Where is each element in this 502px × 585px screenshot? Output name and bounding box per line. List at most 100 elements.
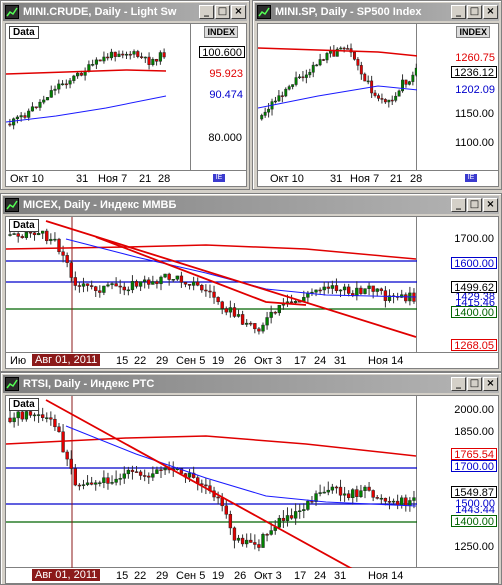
candle	[76, 72, 80, 77]
close-button[interactable]: ×	[483, 5, 498, 19]
candle	[401, 79, 404, 92]
maximize-button[interactable]: □	[467, 198, 482, 212]
chart-window-micex[interactable]: MICEX, Daily - Индекс ММВБ _ □ × Data 17…	[0, 193, 502, 372]
candle	[318, 492, 322, 494]
settings-icon[interactable]: IE	[212, 173, 226, 183]
x-tick: 22	[134, 355, 147, 367]
window-titlebar[interactable]: MICEX, Daily - Индекс ММВБ _ □ ×	[3, 196, 499, 214]
candle	[32, 232, 37, 236]
window-titlebar[interactable]: MINI.SP, Daily - SP500 Index _ □ ×	[255, 3, 499, 21]
candle	[318, 289, 322, 292]
chart-app-icon	[5, 377, 19, 391]
candle	[89, 482, 94, 485]
maximize-button[interactable]: □	[467, 377, 482, 391]
candle	[249, 539, 253, 543]
chart-window-sp[interactable]: MINI.SP, Daily - SP500 Index _ □ × INDEX…	[252, 0, 502, 190]
close-button[interactable]: ×	[483, 377, 498, 391]
candle	[265, 317, 269, 326]
close-button[interactable]: ×	[483, 198, 498, 212]
candle	[363, 486, 367, 491]
candle	[408, 500, 412, 506]
candle	[310, 500, 314, 503]
minimize-button[interactable]: _	[451, 5, 466, 19]
price-plot[interactable]: Data	[5, 395, 418, 569]
price-plot[interactable]	[257, 23, 418, 171]
candle	[121, 53, 125, 56]
candle	[301, 76, 305, 79]
candle	[151, 59, 155, 65]
candle	[187, 284, 192, 286]
window-titlebar[interactable]: RTSI, Daily - Индекс РТС _ □ ×	[3, 375, 499, 393]
candle	[53, 88, 57, 91]
candle	[353, 51, 356, 60]
time-axis[interactable]: Окт 10 31 Ноя 7 21 28 IE	[257, 171, 499, 187]
chart-window-crude[interactable]: MINI.CRUDE, Daily - Light Sw _ □ × Data …	[0, 0, 250, 190]
candle	[77, 285, 82, 287]
candle	[314, 289, 318, 293]
maximize-button[interactable]: □	[467, 5, 482, 19]
candle	[124, 53, 129, 56]
price-tag-level: 1600.00	[451, 257, 497, 270]
candle	[277, 517, 281, 528]
price-tag-trend: 1268.05	[451, 339, 497, 352]
candle	[15, 116, 19, 120]
candle	[371, 490, 375, 498]
candle	[53, 418, 57, 428]
minimize-button[interactable]: _	[451, 198, 466, 212]
price-axis[interactable]: 2000.00 1850.00 1765.54 1700.00 1549.87 …	[417, 395, 499, 568]
candle	[117, 53, 121, 57]
price-axis[interactable]: 1700.00 1600.00 1499.62 1429.38 1415.46 …	[417, 216, 499, 353]
maximize-button[interactable]: □	[215, 5, 230, 19]
candle	[257, 544, 261, 548]
candle	[294, 77, 298, 85]
price-axis[interactable]: INDEX 1260.75 1236.12 1202.09 1150.00 11…	[417, 23, 499, 171]
candle	[42, 99, 46, 103]
window-titlebar[interactable]: MINI.CRUDE, Daily - Light Sw _ □ ×	[3, 3, 247, 21]
candle	[387, 295, 392, 301]
x-tick: 19	[212, 570, 225, 582]
candle	[363, 73, 367, 82]
candle	[359, 490, 363, 497]
minimize-button[interactable]: _	[199, 5, 214, 19]
x-tick: Сен 5	[176, 570, 206, 582]
x-tick: 26	[234, 355, 247, 367]
candle	[12, 233, 16, 235]
candle	[289, 301, 294, 304]
time-axis[interactable]: Ию Авг 01, 2011 15 22 29 Сен 5 19 26 Окт…	[5, 353, 499, 369]
candle	[143, 56, 147, 59]
candle	[379, 497, 383, 500]
candle	[314, 493, 318, 502]
y-axis-label: 2000.00	[454, 404, 494, 416]
candle	[311, 64, 315, 73]
candle	[20, 236, 24, 238]
price-plot[interactable]: Data	[5, 23, 191, 171]
price-tag-ma-long: 1765.54	[451, 448, 497, 461]
settings-icon[interactable]: IE	[464, 173, 478, 183]
candle	[20, 411, 24, 420]
candle	[73, 468, 77, 486]
candle	[85, 283, 90, 286]
data-label: Data	[9, 26, 39, 39]
candle	[291, 84, 295, 87]
candle	[380, 98, 384, 100]
price-plot[interactable]: Data	[5, 216, 418, 354]
price-tag-last: 1549.87	[451, 486, 497, 499]
candle	[113, 51, 117, 57]
candlestick-chart	[6, 217, 418, 354]
close-button[interactable]: ×	[231, 5, 246, 19]
candle	[351, 293, 355, 296]
chart-window-rtsi[interactable]: RTSI, Daily - Индекс РТС _ □ × Data 2000…	[0, 372, 502, 585]
candle	[102, 56, 106, 62]
candle	[49, 417, 53, 420]
minimize-button[interactable]: _	[451, 377, 466, 391]
candle	[308, 71, 312, 76]
time-axis[interactable]: Окт 10 31 Ноя 7 21 28 IE	[5, 171, 247, 187]
candle	[306, 500, 310, 510]
time-axis[interactable]: Авг 01, 2011 15 22 29 Сен 5 19 26 Окт 3 …	[5, 568, 499, 584]
candle	[118, 285, 122, 288]
candle	[109, 51, 114, 59]
candle	[143, 475, 147, 477]
price-axis[interactable]: INDEX 100.600 95.923 90.474 80.000	[191, 23, 247, 171]
price-tag-ma-mid: 1500.00	[455, 498, 495, 510]
candle	[110, 482, 114, 484]
